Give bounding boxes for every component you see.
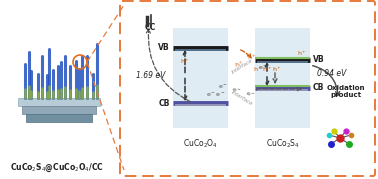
Text: h$^+$: h$^+$: [234, 58, 246, 70]
Text: CC: CC: [144, 23, 156, 32]
Text: CB: CB: [159, 98, 170, 108]
Text: interface: interface: [230, 57, 254, 75]
Text: interface: interface: [230, 90, 254, 107]
Text: h$^+$: h$^+$: [297, 50, 307, 59]
Text: e$^-$: e$^-$: [230, 86, 242, 96]
Text: e$^-$: e$^-$: [258, 64, 268, 72]
Bar: [255, 28, 310, 128]
Bar: [22, 106, 96, 114]
Text: Oxidation
product: Oxidation product: [327, 86, 365, 98]
Text: h$^+$: h$^+$: [180, 58, 190, 66]
Text: e$^-$: e$^-$: [218, 83, 228, 91]
Bar: [26, 114, 92, 122]
Text: CB: CB: [313, 83, 324, 93]
FancyBboxPatch shape: [120, 1, 375, 176]
Text: h$^+$: h$^+$: [272, 66, 282, 74]
Text: CuCo$_2$S$_4$: CuCo$_2$S$_4$: [266, 138, 299, 151]
Bar: [173, 28, 228, 128]
Text: VB: VB: [313, 55, 325, 64]
Text: CuCo$_2$O$_4$: CuCo$_2$O$_4$: [183, 138, 218, 151]
Bar: [18, 98, 100, 106]
Text: e$^-$e$^-$: e$^-$e$^-$: [206, 91, 226, 99]
Text: CuCo$_2$S$_4$@CuCo$_2$O$_4$/CC: CuCo$_2$S$_4$@CuCo$_2$O$_4$/CC: [10, 162, 104, 174]
Text: 1.69 eV: 1.69 eV: [136, 71, 166, 80]
Text: 0.94 eV: 0.94 eV: [317, 69, 347, 79]
Text: VB: VB: [158, 43, 170, 52]
Text: h$^+$h$^+$: h$^+$h$^+$: [253, 66, 273, 74]
Text: e$^-$: e$^-$: [244, 90, 256, 100]
Text: h$^+$: h$^+$: [247, 54, 257, 62]
